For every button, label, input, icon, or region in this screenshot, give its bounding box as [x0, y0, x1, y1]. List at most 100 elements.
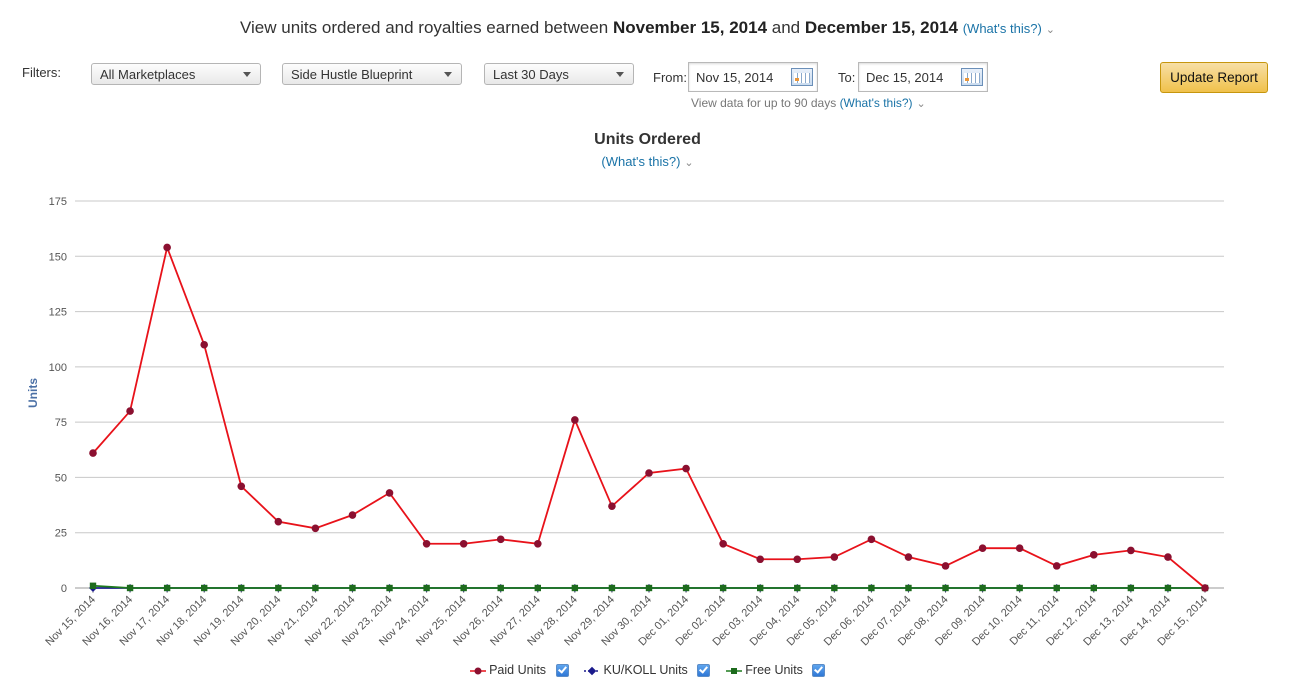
data-point[interactable]	[238, 584, 245, 592]
marketplace-select[interactable]: All Marketplaces	[91, 63, 261, 85]
filters-label: Filters:	[22, 65, 61, 80]
data-point[interactable]	[1090, 584, 1097, 592]
data-point[interactable]	[868, 584, 875, 592]
data-point[interactable]	[311, 524, 320, 533]
date-range-select[interactable]: Last 30 Days	[484, 63, 634, 85]
data-point[interactable]	[831, 584, 838, 592]
calendar-icon[interactable]	[961, 68, 983, 86]
data-point[interactable]	[497, 584, 504, 592]
data-point[interactable]	[496, 535, 505, 544]
paid-units-checkbox[interactable]	[555, 664, 569, 678]
data-point[interactable]	[608, 584, 616, 592]
from-date-input[interactable]: Nov 15, 2014	[688, 62, 818, 92]
paid-units-legend-marker	[469, 667, 486, 675]
data-point[interactable]	[1090, 551, 1098, 559]
chart-subtitle: (What's this?) ⌄	[0, 153, 1295, 171]
data-point[interactable]	[89, 582, 97, 589]
chart-help-link[interactable]: (What's this?)	[601, 154, 681, 169]
data-point[interactable]	[386, 584, 393, 592]
data-point[interactable]	[423, 584, 430, 592]
data-point[interactable]	[1201, 584, 1209, 592]
update-report-button[interactable]: Update Report	[1160, 62, 1268, 93]
data-point[interactable]	[571, 416, 579, 424]
data-point[interactable]	[645, 584, 653, 592]
data-point[interactable]	[608, 502, 616, 510]
data-point[interactable]	[422, 539, 431, 548]
to-date-input[interactable]: Dec 15, 2014	[858, 62, 988, 92]
y-tick-label: 0	[61, 583, 67, 595]
legend-ku-koll-units-label: KU/KOLL Units	[603, 663, 688, 677]
legend-item-free-units[interactable]: Free Units	[725, 663, 826, 678]
legend-item-paid-units[interactable]: Paid Units	[469, 663, 569, 678]
data-point[interactable]	[794, 584, 801, 592]
data-point[interactable]	[719, 584, 727, 592]
data-point[interactable]	[534, 584, 541, 592]
data-point[interactable]	[1016, 584, 1023, 592]
data-point[interactable]	[905, 584, 912, 592]
headline-help-link[interactable]: (What's this?)	[962, 21, 1042, 36]
data-point[interactable]	[349, 584, 356, 592]
data-point[interactable]	[571, 584, 579, 592]
data-point[interactable]	[274, 517, 283, 526]
range-note: View data for up to 90 days (What's this…	[691, 96, 926, 110]
data-point[interactable]	[201, 584, 208, 592]
data-point[interactable]	[1127, 546, 1135, 555]
from-date-value: Nov 15, 2014	[696, 70, 774, 85]
data-point[interactable]	[756, 555, 764, 564]
data-point[interactable]	[275, 584, 282, 592]
data-point[interactable]	[757, 584, 764, 592]
data-point[interactable]	[979, 584, 986, 592]
data-point[interactable]	[942, 584, 949, 592]
data-point[interactable]	[163, 243, 171, 252]
chart-title: Units Ordered	[594, 131, 701, 148]
data-point[interactable]	[1053, 584, 1060, 592]
data-point[interactable]	[978, 544, 987, 552]
data-point[interactable]	[237, 482, 246, 491]
chevron-down-icon[interactable]: ⌄	[684, 157, 694, 169]
data-point[interactable]	[793, 555, 802, 564]
data-point[interactable]	[1164, 553, 1172, 561]
data-point[interactable]	[385, 489, 394, 497]
range-note-text: View data for up to 90 days	[691, 96, 837, 110]
data-point[interactable]	[904, 553, 913, 561]
y-tick-label: 25	[55, 528, 67, 540]
chevron-down-icon[interactable]: ⌄	[916, 98, 926, 110]
y-tick-label: 125	[49, 307, 67, 319]
data-point[interactable]	[348, 511, 357, 519]
data-point[interactable]	[682, 584, 690, 592]
chart-grid	[75, 200, 1224, 589]
legend-item-ku-koll-units[interactable]: KU/KOLL Units	[584, 663, 711, 678]
data-point[interactable]	[312, 584, 319, 592]
data-point[interactable]	[830, 553, 839, 561]
data-point[interactable]	[460, 584, 467, 592]
data-point[interactable]	[200, 340, 208, 349]
free-units-legend-marker	[725, 667, 742, 674]
title-select[interactable]: Side Hustle Blueprint	[282, 63, 462, 85]
y-tick-label: 100	[49, 362, 67, 374]
calendar-icon[interactable]	[791, 68, 813, 86]
data-point[interactable]	[719, 539, 727, 548]
data-point[interactable]	[1164, 584, 1172, 592]
range-note-help-link[interactable]: (What's this?)	[839, 96, 913, 110]
report-headline: View units ordered and royalties earned …	[0, 18, 1295, 38]
chevron-down-icon[interactable]: ⌄	[1045, 24, 1055, 36]
data-point[interactable]	[126, 584, 134, 592]
data-point[interactable]	[534, 539, 542, 548]
data-point[interactable]	[126, 407, 134, 415]
headline-joiner: and	[771, 18, 801, 37]
data-point[interactable]	[89, 449, 97, 457]
ku-koll-units-checkbox[interactable]	[697, 664, 711, 678]
data-point[interactable]	[1052, 562, 1061, 570]
data-point[interactable]	[1015, 544, 1024, 552]
data-point[interactable]	[682, 464, 690, 473]
y-axis-label: Units	[26, 378, 40, 408]
data-point[interactable]	[1127, 584, 1135, 592]
free-units-checkbox[interactable]	[812, 664, 826, 678]
data-point[interactable]	[459, 539, 468, 548]
data-point[interactable]	[941, 562, 950, 570]
data-point[interactable]	[645, 469, 653, 477]
data-point[interactable]	[163, 584, 171, 592]
data-point[interactable]	[867, 535, 876, 544]
